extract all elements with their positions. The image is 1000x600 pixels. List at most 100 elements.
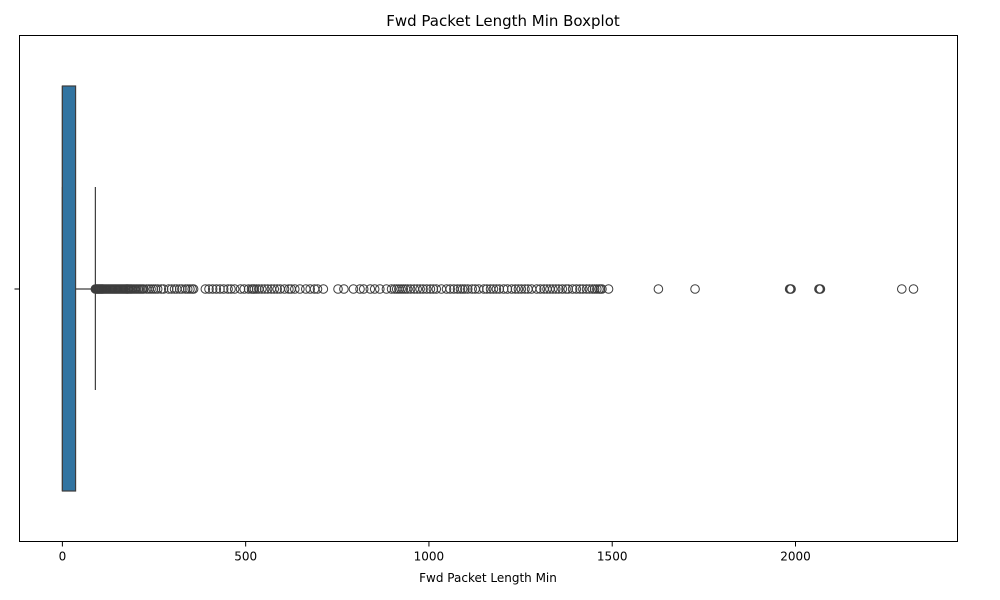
outlier-point — [908, 284, 919, 294]
outlier-point — [386, 284, 397, 294]
outlier-point — [305, 284, 315, 294]
outlier-point — [479, 284, 489, 294]
outlier-point — [415, 284, 425, 294]
outlier-point — [204, 284, 214, 294]
outlier-point — [690, 284, 700, 294]
outlier-point — [163, 284, 174, 294]
outlier-point — [262, 284, 273, 294]
outlier-point — [603, 284, 614, 294]
x-axis-label: Fwd Packet Length Min — [419, 571, 557, 585]
outlier-point — [396, 284, 406, 294]
outlier-point — [587, 284, 598, 294]
outlier-point — [169, 284, 180, 294]
outlier-point — [148, 284, 159, 294]
outlier-point — [218, 284, 229, 294]
outlier-point — [251, 284, 262, 294]
outlier-point — [535, 284, 546, 294]
x-tick-label: 1500 — [597, 550, 628, 564]
outlier-point — [369, 284, 380, 294]
outlier-point — [428, 284, 439, 294]
outlier-point — [180, 284, 191, 294]
outlier-point — [418, 284, 428, 294]
outlier-point — [550, 284, 561, 294]
outlier-point — [355, 284, 365, 294]
outlier-point — [402, 284, 413, 294]
outlier-point — [557, 284, 568, 294]
outlier-point — [548, 284, 558, 294]
outlier-point — [653, 284, 664, 294]
outlier-point — [498, 284, 509, 294]
x-tick-label: 500 — [234, 550, 257, 564]
outlier-point — [150, 284, 161, 294]
outlier-point — [597, 284, 607, 294]
chart-title: Fwd Packet Length Min Boxplot — [386, 12, 620, 30]
outlier-point — [441, 284, 452, 294]
outlier-point — [226, 284, 236, 294]
outlier-point — [436, 284, 447, 294]
outlier-point — [513, 284, 524, 294]
outlier-point — [365, 284, 376, 294]
outlier-point — [412, 284, 423, 294]
outlier-point — [584, 284, 595, 294]
outlier-point — [223, 284, 233, 294]
outlier-point — [445, 284, 455, 294]
outlier-point — [166, 284, 177, 294]
outlier-point — [491, 284, 502, 294]
outlier-point — [785, 284, 796, 294]
outlier-point — [358, 284, 369, 294]
outlier-point — [571, 284, 582, 294]
outlier-point — [348, 284, 359, 294]
outlier-point — [182, 284, 193, 294]
outlier-point — [256, 284, 267, 294]
outlier-point — [581, 284, 592, 294]
outlier-point — [510, 284, 521, 294]
outlier-point — [249, 284, 260, 294]
outlier-point — [553, 284, 564, 294]
box-iqr — [61, 85, 77, 492]
outlier-point — [158, 284, 169, 294]
outlier-point — [279, 284, 290, 294]
x-tick-label: 1000 — [414, 550, 445, 564]
outlier-point — [431, 284, 442, 294]
outlier-point — [215, 284, 225, 294]
outlier-point — [575, 284, 585, 294]
outlier-point — [289, 284, 300, 294]
outlier-point — [152, 284, 163, 294]
outlier-point — [339, 284, 349, 294]
outlier-point — [815, 284, 826, 294]
outlier-point — [473, 284, 484, 294]
outlier-point — [381, 284, 392, 294]
outlier-point — [506, 284, 517, 294]
outlier-point — [259, 284, 270, 294]
outlier-point — [567, 284, 578, 294]
outlier-point — [563, 284, 574, 294]
outlier-point — [185, 284, 195, 294]
outlier-point — [207, 284, 218, 294]
outlier-point — [502, 284, 513, 294]
outlier-point — [482, 284, 492, 294]
outlier-point — [455, 284, 466, 294]
outlier-point — [516, 284, 527, 294]
outlier-point — [269, 284, 280, 294]
outlier-point — [467, 284, 477, 294]
outlier-point — [243, 284, 254, 294]
outlier-point — [561, 284, 571, 294]
outlier-point — [235, 284, 246, 294]
outlier-point — [318, 284, 329, 294]
outlier-point — [138, 284, 149, 294]
outlier-point — [592, 284, 602, 294]
outlier-point — [452, 284, 463, 294]
outlier-point — [375, 284, 385, 294]
outlier-point — [295, 284, 305, 294]
outlier-point — [312, 284, 323, 294]
outlier-point — [460, 284, 470, 294]
outlier-point — [488, 284, 499, 294]
outlier-point — [200, 284, 211, 294]
outlier-point — [786, 284, 796, 294]
outlier-point — [229, 284, 240, 294]
outlier-point — [494, 284, 505, 294]
outlier-point — [421, 284, 432, 294]
outlier-point — [146, 284, 156, 294]
outlier-point — [462, 284, 473, 294]
x-axis: 0 500 1000 1500 2000 — [14, 288, 811, 564]
